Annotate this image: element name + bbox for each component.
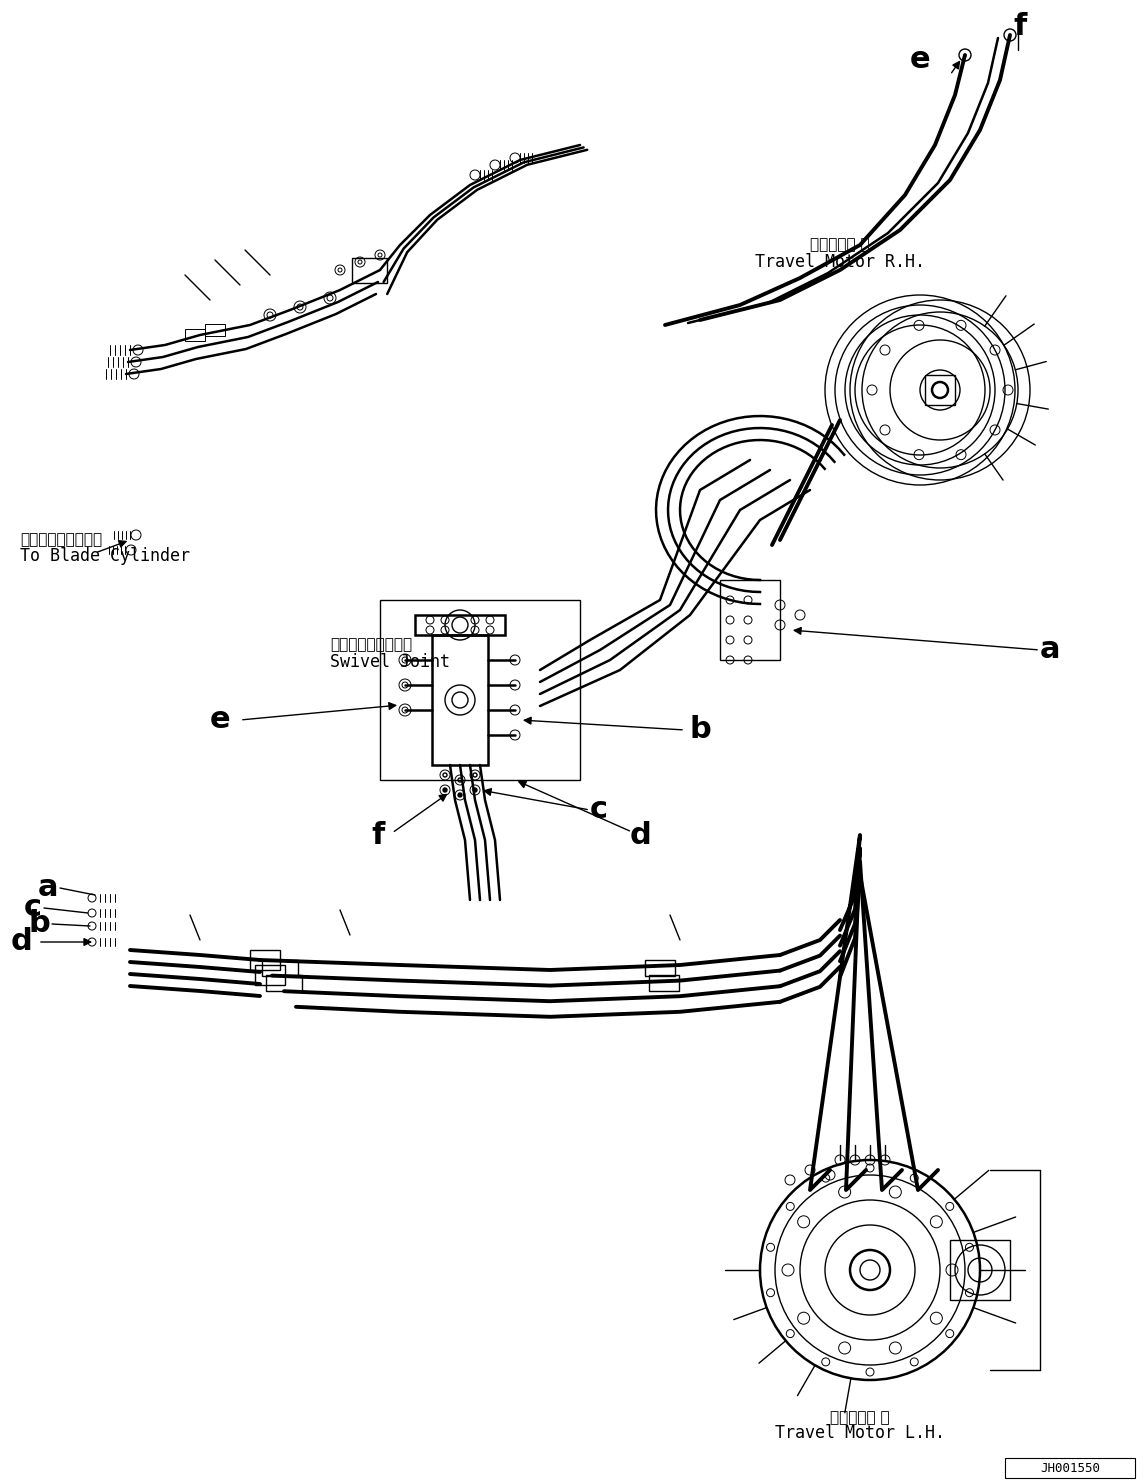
Text: Travel Motor R.H.: Travel Motor R.H. [755, 254, 925, 271]
Text: c: c [590, 795, 609, 825]
Text: 走行モータ 右: 走行モータ 右 [810, 237, 870, 252]
Bar [205, 323, 225, 337]
Circle shape [458, 793, 462, 796]
Bar [645, 960, 675, 976]
Circle shape [473, 787, 477, 792]
Bar [1005, 1458, 1135, 1479]
Text: Swivel Joint: Swivel Joint [330, 653, 450, 670]
Text: e: e [210, 706, 230, 734]
Text: b: b [690, 715, 712, 744]
Bar [649, 974, 678, 991]
Bar [415, 615, 505, 635]
Text: e: e [910, 46, 931, 74]
Bar [250, 951, 280, 970]
Bar [432, 635, 488, 765]
Bar [256, 965, 285, 985]
Bar [185, 329, 205, 341]
Circle shape [444, 787, 447, 792]
Bar [266, 974, 303, 991]
Text: Travel Motor L.H.: Travel Motor L.H. [775, 1424, 945, 1441]
Bar [950, 1240, 1010, 1301]
Bar [720, 580, 780, 660]
Text: ブレードシリンダへ: ブレードシリンダへ [19, 532, 102, 547]
Bar [262, 960, 298, 976]
Text: To Blade Cylinder: To Blade Cylinder [19, 547, 190, 565]
Text: JH001550: JH001550 [1041, 1462, 1100, 1474]
Text: f: f [1013, 12, 1027, 42]
Text: c: c [24, 893, 42, 922]
Text: f: f [371, 820, 385, 850]
Text: a: a [1039, 636, 1060, 664]
Text: 走行モータ 左: 走行モータ 左 [830, 1410, 889, 1425]
Bar [925, 375, 955, 405]
Text: b: b [29, 909, 50, 939]
Text: a: a [38, 873, 58, 903]
Text: d: d [10, 927, 32, 957]
Text: スイベルジョイント: スイベルジョイント [330, 638, 413, 653]
Bar [352, 258, 387, 283]
Bar [380, 601, 580, 780]
Text: d: d [630, 820, 652, 850]
